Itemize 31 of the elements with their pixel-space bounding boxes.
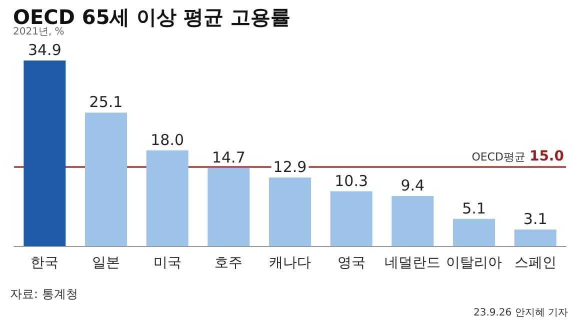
x-tick-label: 스페인: [514, 255, 556, 271]
x-tick-label: 호주: [214, 255, 243, 271]
x-tick-label: 이탈리아: [446, 255, 502, 271]
data-label: 14.7: [212, 148, 246, 166]
data-label: 9.4: [400, 176, 425, 195]
bar: [514, 230, 556, 246]
data-label: 10.3: [334, 172, 368, 190]
bar: [24, 60, 66, 246]
bar: [208, 168, 250, 246]
data-label: 18.0: [150, 130, 184, 149]
bar: [453, 218, 495, 246]
x-tick-label: 일본: [92, 255, 120, 271]
bar: [146, 150, 188, 246]
x-tick-label: 영국: [337, 255, 366, 271]
data-label: 3.1: [523, 210, 548, 228]
bar: [85, 112, 127, 246]
x-tick-label: 캐나다: [269, 255, 311, 271]
bar: [392, 196, 434, 246]
text: 23.9.26 안지혜 기자: [473, 308, 568, 318]
bar: [330, 191, 372, 246]
ref-line-label: OECD평균 15.0: [472, 148, 564, 164]
data-label: 34.9: [28, 41, 62, 60]
text: 자료: 통계청: [10, 287, 78, 301]
x-tick-label: 네덜란드: [384, 255, 441, 271]
data-label: 25.1: [89, 93, 123, 112]
data-label: 5.1: [462, 199, 486, 218]
chart-subtitle: 2021년, %: [13, 26, 64, 38]
x-tick-label: 한국: [30, 255, 59, 271]
x-tick-label: 미국: [153, 255, 182, 271]
data-label: 12.9: [273, 158, 307, 176]
bar: [269, 177, 311, 246]
